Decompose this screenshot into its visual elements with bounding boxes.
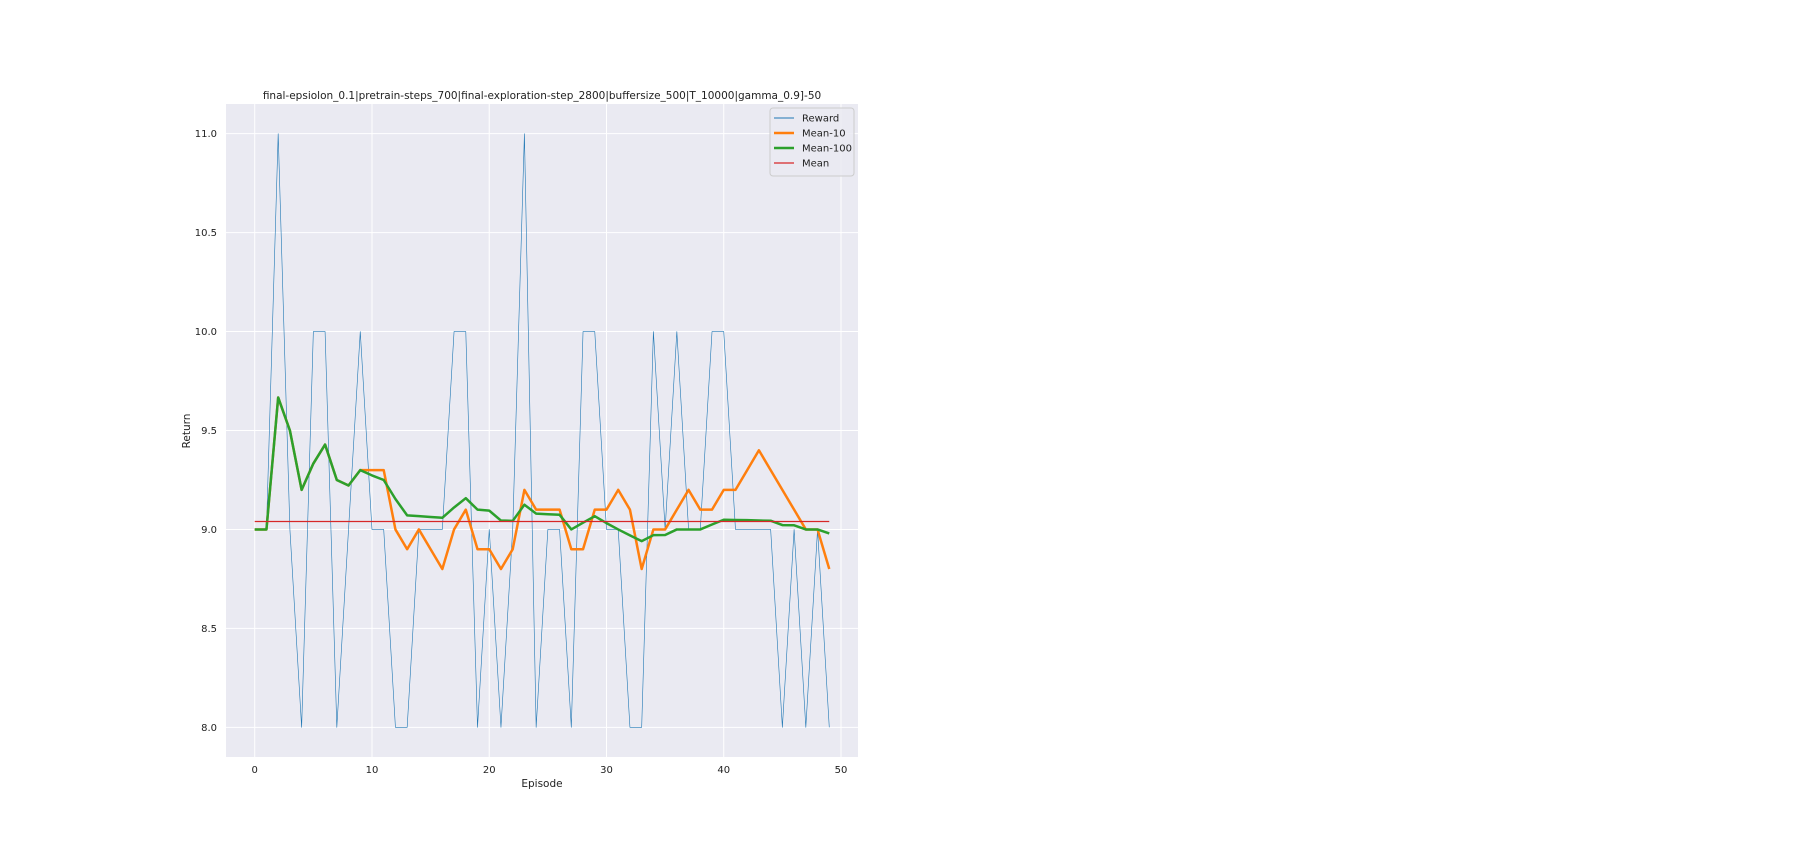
legend: Reward Mean-10 Mean-100 Mean	[769, 107, 855, 177]
x-tick-label: 0	[252, 765, 258, 776]
legend-label-mean-10: Mean-10	[802, 129, 846, 140]
y-axis-label: Return	[181, 414, 193, 449]
x-tick-label: 20	[483, 765, 496, 776]
axis-ticks: 0 10 20 30 40 50 8.0 8.5 9.0 9.5 10.0 10.5 11.0	[195, 129, 848, 776]
x-tick-label: 10	[366, 765, 379, 776]
grid-lines	[226, 104, 858, 757]
series-line-reward	[254, 133, 830, 728]
legend-label-mean: Mean	[802, 159, 829, 170]
x-tick-label: 50	[835, 765, 848, 776]
x-tick-label: 40	[717, 765, 730, 776]
chart-title: final-epsiolon_0.1|pretrain-steps_700|fi…	[263, 90, 821, 102]
series-line-mean-100	[254, 396, 830, 543]
y-tick-label: 9.0	[201, 525, 217, 536]
y-tick-label: 10.5	[195, 228, 217, 239]
legend-label-mean-100: Mean-100	[802, 144, 852, 155]
x-tick-label: 30	[600, 765, 613, 776]
legend-box	[769, 107, 855, 177]
y-tick-label: 8.0	[201, 723, 217, 734]
y-tick-label: 10.0	[195, 327, 217, 338]
y-tick-label: 8.5	[201, 624, 217, 635]
y-tick-label: 11.0	[195, 129, 217, 140]
y-tick-label: 9.5	[201, 426, 217, 437]
legend-label-reward: Reward	[802, 114, 839, 125]
series-layer	[254, 133, 831, 728]
x-axis-label: Episode	[521, 778, 562, 790]
